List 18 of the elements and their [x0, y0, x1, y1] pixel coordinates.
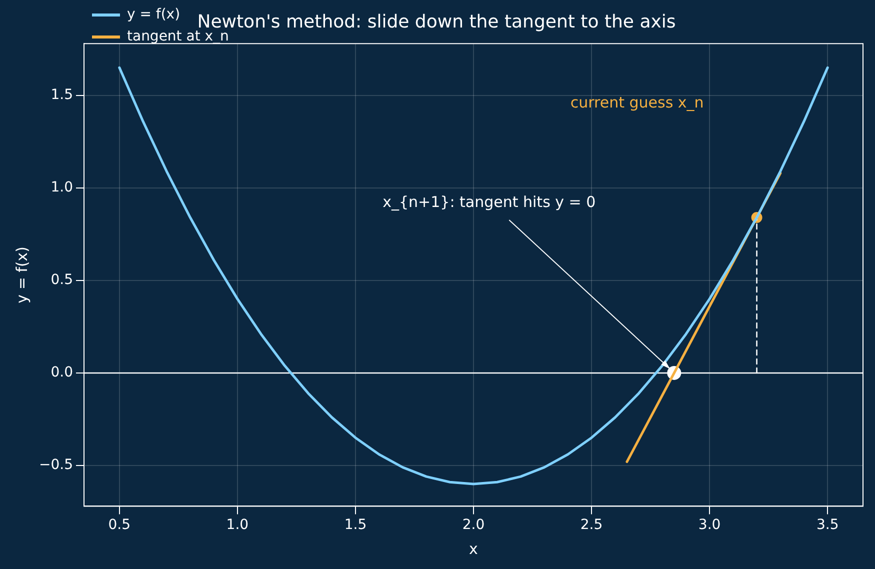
x-tick-label: 1.5	[344, 517, 367, 534]
x-tick-label: 0.5	[108, 517, 131, 534]
y-tick-label: 1.0	[50, 180, 73, 196]
y-tick-label: 0.5	[50, 272, 73, 288]
y-tick-label: 1.5	[50, 87, 73, 104]
x-tick-label: 2.5	[580, 517, 603, 534]
annotation: current guess x_n	[570, 94, 704, 112]
legend-label: y = f(x)	[126, 6, 180, 23]
y-tick-label: 0.0	[50, 364, 73, 381]
x-tick-label: 2.0	[462, 517, 485, 534]
x-tick-label: 1.0	[226, 517, 249, 534]
y-tick-label: −0.5	[38, 457, 73, 474]
x-tick-label: 3.0	[698, 517, 721, 534]
annotation: x_{n+1}: tangent hits y = 0	[382, 192, 596, 211]
x-axis-title: x	[469, 540, 478, 558]
chart-title: Newton's method: slide down the tangent to the axis	[197, 11, 676, 32]
x-tick-label: 3.5	[816, 517, 839, 534]
y-axis-title: y = f(x)	[12, 246, 31, 304]
